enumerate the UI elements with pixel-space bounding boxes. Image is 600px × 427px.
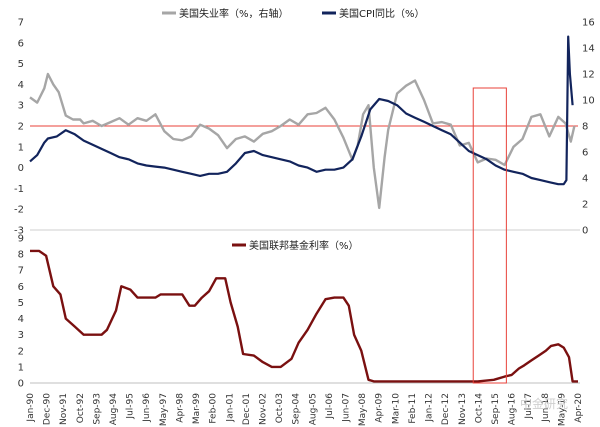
y-tick-left-3: 4 [18,80,24,91]
cpi-line [29,35,574,186]
watermark: 中金研究 [520,396,568,411]
y-tick-bottom-0: 9 [18,234,24,245]
x-tick-12: Jan-01 [225,393,235,423]
x-axis-tick-labels: Jan-90 Dec-90 Nov-91 Oct-92 Sep-93 Aug-94 Jul-… [26,393,584,426]
x-tick-18: Jul-06 [325,393,335,420]
legend-label-unemployment: 美国失业率（%，右轴） [179,7,289,20]
x-tick-5: Aug-94 [109,393,119,426]
y-tick-bottom-4: 5 [18,298,24,309]
highlight-box [472,87,507,384]
y-tick-left-0: 7 [18,18,24,29]
y-tick-right-1: 14 [582,44,595,55]
top-left-axis-ticks: 7 6 5 4 3 2 1 0 -1 -2 -3 [14,18,24,237]
y-tick-bottom-1: 8 [18,250,24,261]
x-tick-30: Jul-17 [524,393,534,420]
x-tick-11: Feb-00 [209,393,219,424]
y-tick-left-2: 5 [18,59,24,70]
x-tick-3: Oct-92 [76,393,86,423]
x-tick-31: Jun-18 [541,393,551,423]
x-tick-16: Sep-04 [292,393,302,425]
y-tick-right-4: 8 [582,122,588,133]
x-tick-23: Feb-11 [408,393,418,424]
y-tick-left-4: 3 [18,101,24,112]
x-tick-14: Nov-02 [258,393,268,425]
y-tick-bottom-9: 0 [18,379,24,390]
y-tick-right-2: 12 [582,70,595,81]
bottom-series-lines [30,249,578,383]
x-tick-28: Sep-15 [491,393,501,425]
y-tick-right-5: 6 [582,148,588,159]
y-tick-left-9: -2 [14,205,24,216]
y-tick-bottom-8: 1 [18,362,24,373]
x-tick-6: Jul-95 [126,393,136,420]
y-tick-bottom-5: 4 [18,314,24,325]
x-tick-10: Mar-99 [192,393,202,424]
x-tick-32: May-19 [557,393,567,426]
y-tick-bottom-2: 7 [18,266,24,277]
x-tick-9: Apr-98 [175,393,185,423]
x-tick-21: Apr-09 [375,393,385,423]
x-tick-7: Jun-96 [142,393,152,423]
y-tick-left-1: 6 [18,38,24,49]
x-tick-33: Apr-20 [574,393,584,423]
y-tick-right-7: 2 [582,200,588,211]
top-right-axis-ticks: 16 14 12 10 8 6 4 2 0 [582,18,595,237]
x-tick-13: Dec-01 [242,393,252,425]
x-tick-8: May-97 [159,393,169,426]
legend-label-cpi: 美国CPI同比（%） [339,7,424,20]
x-tick-29: Aug-16 [508,393,518,426]
y-tick-left-6: 1 [18,142,24,153]
y-tick-left-10: -3 [14,226,24,237]
y-tick-right-6: 4 [582,174,588,185]
y-tick-bottom-7: 2 [18,346,24,357]
x-tick-22: Mar-10 [391,393,401,424]
x-tick-26: Nov-13 [458,393,468,425]
x-tick-0: Jan-90 [26,393,36,423]
x-tick-4: Sep-93 [92,393,102,425]
y-tick-bottom-6: 3 [18,330,24,341]
y-tick-left-7: 0 [18,163,24,174]
top-legend: 美国失业率（%，右轴） 美国CPI同比（%） [162,7,424,20]
y-tick-right-0: 16 [582,18,595,29]
x-tick-24: Jan-12 [425,393,435,423]
bottom-left-axis-ticks: 9 8 7 6 5 4 3 2 1 0 [18,234,24,390]
y-tick-left-8: -1 [14,184,24,195]
fed-funds-rate-line [30,249,578,383]
x-tick-20: May-08 [358,393,368,426]
x-tick-25: Dec-12 [441,393,451,425]
x-tick-17: Aug-05 [308,393,318,425]
y-tick-right-8: 0 [582,226,588,237]
x-tick-27: Oct-14 [474,393,484,424]
x-tick-15: Oct-03 [275,393,285,423]
bottom-panel: 9 8 7 6 5 4 3 2 1 0 Jan-90 Dec-90 Nov-91 Oct-92 Sep-9… [18,234,584,427]
x-tick-2: Nov-91 [59,393,69,425]
legend-label-fed-rate: 美国联邦基金利率（%） [249,239,359,252]
y-tick-bottom-3: 6 [18,282,24,293]
unemployment-line [29,72,576,210]
bottom-legend: 美国联邦基金利率（%） [232,239,359,252]
top-series-lines [29,35,576,210]
y-tick-left-5: 2 [18,122,24,133]
x-tick-19: Jun-07 [342,393,352,423]
y-tick-right-3: 10 [582,96,595,107]
x-tick-1: Dec-90 [43,393,53,425]
